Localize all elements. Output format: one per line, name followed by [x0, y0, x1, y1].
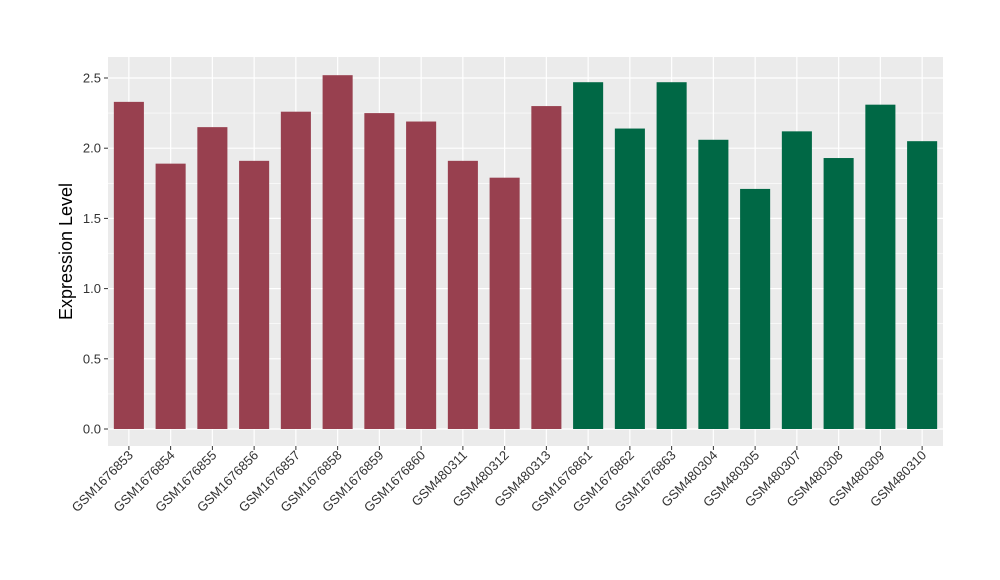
bar: [364, 113, 395, 429]
bar: [740, 188, 771, 429]
y-tick-label: 2.0: [83, 141, 101, 156]
y-tick-label: 0.5: [83, 351, 101, 366]
bar: [113, 101, 144, 430]
plot-panel: [108, 57, 943, 446]
y-axis: 0.0 0.5 1.0 1.5 2.0 2.5: [83, 71, 108, 437]
bar: [865, 104, 896, 430]
bar: [781, 131, 812, 430]
bar: [656, 82, 687, 429]
bar: [907, 141, 938, 429]
bar: [447, 160, 478, 429]
y-tick-label: 2.5: [83, 71, 101, 86]
bar: [823, 158, 854, 429]
bar: [197, 127, 228, 429]
bar: [280, 111, 311, 430]
bar: [531, 106, 562, 429]
y-axis-title: Expression Level: [56, 183, 76, 320]
bar: [573, 82, 604, 429]
y-tick-label: 1.5: [83, 211, 101, 226]
bar: [698, 139, 729, 429]
bar: [614, 128, 645, 429]
bar: [239, 160, 270, 429]
y-tick-label: 0.0: [83, 422, 101, 437]
bars: [113, 75, 938, 430]
x-axis: GSM1676853GSM1676854GSM1676855GSM1676856…: [69, 446, 929, 515]
bar: [406, 121, 437, 430]
y-tick-label: 1.0: [83, 281, 101, 296]
bar: [322, 75, 353, 429]
bar: [489, 177, 520, 429]
bar: [155, 163, 186, 430]
